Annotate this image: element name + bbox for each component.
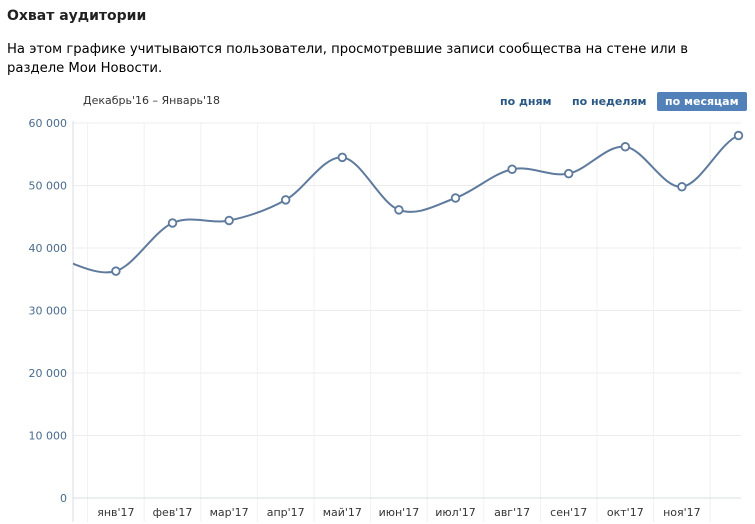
data-point[interactable] bbox=[507, 164, 517, 174]
y-tick-label: 20 000 bbox=[29, 367, 68, 380]
x-tick-label: янв'17 bbox=[97, 506, 134, 519]
x-tick-label: апр'17 bbox=[267, 506, 305, 519]
section-title: Охват аудитории bbox=[7, 8, 147, 24]
data-point[interactable] bbox=[677, 182, 687, 192]
by-weeks-button[interactable]: по неделям bbox=[572, 95, 647, 108]
y-tick-label: 40 000 bbox=[29, 242, 68, 255]
x-tick-label: окт'17 bbox=[607, 506, 644, 519]
y-tick-label: 0 bbox=[60, 492, 67, 505]
data-point[interactable] bbox=[167, 218, 178, 228]
x-tick-label: ноя'17 bbox=[663, 506, 701, 519]
x-tick-label: авг'17 bbox=[494, 506, 530, 519]
y-tick-label: 30 000 bbox=[29, 305, 68, 318]
data-point[interactable] bbox=[394, 205, 404, 215]
section-description: На этом графике учитываются пользователи… bbox=[7, 42, 689, 76]
y-tick-label: 50 000 bbox=[29, 180, 68, 193]
data-point[interactable] bbox=[450, 193, 461, 203]
x-tick-label: май'17 bbox=[323, 506, 362, 519]
data-point[interactable] bbox=[337, 152, 347, 163]
data-point[interactable] bbox=[620, 142, 630, 152]
by-days-button[interactable]: по дням bbox=[500, 95, 552, 108]
x-tick-label: сен'17 bbox=[550, 506, 587, 519]
x-tick-label: июн'17 bbox=[379, 506, 420, 519]
x-tick-label: июл'17 bbox=[435, 506, 475, 519]
by-months-button[interactable]: по месяцам bbox=[657, 92, 747, 111]
data-point[interactable] bbox=[564, 168, 574, 179]
period-label: Декабрь'16 – Январь'18 bbox=[83, 94, 221, 107]
x-tick-label: фев'17 bbox=[153, 506, 193, 519]
data-point[interactable] bbox=[281, 195, 291, 205]
x-tick-label: мар'17 bbox=[210, 506, 249, 519]
data-point[interactable] bbox=[111, 266, 121, 276]
plot-area bbox=[73, 121, 741, 522]
data-point[interactable] bbox=[224, 215, 234, 226]
y-tick-label: 60 000 bbox=[29, 117, 68, 130]
y-tick-label: 10 000 bbox=[29, 430, 68, 443]
data-point[interactable] bbox=[733, 130, 744, 141]
